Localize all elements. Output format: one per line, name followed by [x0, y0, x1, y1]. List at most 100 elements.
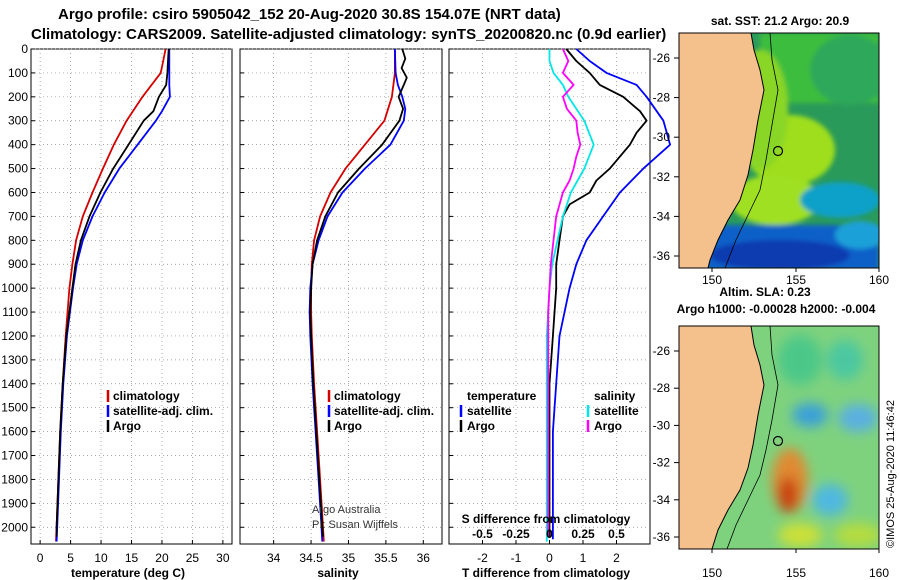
sla-high-3 [834, 523, 879, 547]
argo-float-marker [772, 145, 784, 157]
map-lon-label: 155 [786, 566, 806, 580]
secondary-x-tick-label: -0.25 [502, 527, 530, 541]
sst-map [679, 33, 879, 268]
series-layer [55, 48, 671, 542]
land-australia [679, 33, 764, 268]
temperature-xlabel: temperature (deg C) [71, 566, 185, 580]
map-lon-label: 160 [869, 273, 889, 287]
depth-tick-label: 200 [8, 90, 28, 104]
sst-patch [810, 35, 879, 105]
sla-low [792, 403, 828, 427]
depth-tick-label: 1800 [1, 472, 28, 486]
legend-title-salinity: salinity [594, 389, 636, 403]
axis-text-layer: 0100200300400500600700800900100011001200… [1, 42, 625, 565]
sla-low-3 [812, 484, 848, 516]
legend-label-climatology: climatology [334, 389, 401, 403]
sla-map-frame [678, 325, 880, 550]
isobath-contour [724, 33, 779, 268]
credit-annotation-line1: Argo Australia [312, 504, 381, 516]
x-tick-label: 0 [546, 551, 553, 565]
imos-credit: ©IMOS 25-Aug-2020 11:46:42 [885, 400, 897, 548]
sla-patch [778, 335, 822, 385]
x-tick-label: 1 [580, 551, 587, 565]
credit-annotation-line2: PI: Susan Wijffels [312, 519, 398, 531]
depth-tick-label: 300 [8, 114, 28, 128]
depth-tick-label: 1200 [1, 329, 28, 343]
x-tick-label: 5 [67, 551, 74, 565]
x-tick-label: 10 [94, 551, 108, 565]
x-tick-label: 34 [267, 551, 281, 565]
plot-title-line1: Argo profile: csiro 5905042_152 20-Aug-2… [58, 6, 561, 23]
depth-tick-label: 1100 [2, 305, 28, 319]
sla-map-title: Altim. SLA: 0.23 [719, 285, 811, 299]
secondary-x-tick-label: 0.25 [571, 527, 595, 541]
map-tick-layer: -26 -28 -30 -32 -34 -36 150 155 160 -26 -28 -30 -32 -… [653, 51, 890, 580]
x-tick-label: 25 [186, 551, 200, 565]
depth-tick-label: 1500 [1, 401, 28, 415]
series-line-climatology [310, 49, 396, 542]
sla-map-subtitle: Argo h1000: -0.00028 h2000: -0.004 [677, 302, 876, 316]
x-tick-label: 36 [417, 551, 431, 565]
map-lon-label: 150 [702, 566, 722, 580]
legend-label-argo: Argo [113, 419, 141, 433]
map-lon-label: 160 [869, 566, 889, 580]
x-tick-label: 30 [216, 551, 230, 565]
sst-cool-patch-2 [835, 221, 879, 249]
sst-patch-2 [730, 175, 820, 225]
map-lat-label: -28 [653, 91, 671, 105]
depth-tick-label: 600 [8, 185, 28, 199]
map-lat-label: -36 [653, 249, 671, 263]
depth-tick-label: 1400 [1, 377, 28, 391]
series-line-t-argo [548, 48, 648, 537]
series-line-argo [55, 48, 170, 537]
map-lat-label: -26 [653, 51, 671, 65]
depth-tick-label: 500 [8, 162, 28, 176]
depth-tick-label: 400 [8, 138, 28, 152]
depth-tick-label: 1700 [1, 449, 28, 463]
depth-tick-label: 1600 [1, 425, 28, 439]
sla-low-2 [838, 404, 878, 432]
sla-high-2 [778, 523, 822, 547]
depth-tick-label: 100 [8, 66, 28, 80]
legend-label-satellite: satellite-adj. clim. [334, 404, 434, 418]
legend-label-t-satellite: satellite [467, 404, 512, 418]
map-lat-label: -26 [653, 344, 671, 358]
x-tick-label: 2 [613, 551, 620, 565]
legend-label-satellite: satellite-adj. clim. [113, 404, 213, 418]
salinity-xlabel: salinity [317, 566, 359, 580]
depth-tick-label: 1000 [1, 281, 28, 295]
depth-tick-label: 1300 [1, 353, 28, 367]
map-lon-label: 150 [702, 273, 722, 287]
difference-xlabel: T difference from climatology [462, 566, 630, 580]
series-line-satellite-adj-clim- [308, 48, 407, 542]
x-tick-label: 35 [342, 551, 356, 565]
x-tick-label: 0 [37, 551, 44, 565]
series-line-argo [309, 48, 408, 537]
map-lat-label: -30 [653, 418, 671, 432]
x-tick-label: 34.5 [299, 551, 323, 565]
legend-label-s-argo: Argo [594, 419, 622, 433]
difference-secondary-xlabel: S difference from climatology [462, 512, 631, 526]
salinity-legend: climatology satellite-adj. clim. Argo [327, 389, 434, 433]
map-lat-label: -28 [653, 381, 671, 395]
series-line-t-satellite [552, 48, 671, 540]
legend-label-argo: Argo [334, 419, 362, 433]
x-tick-label: 35.5 [374, 551, 398, 565]
map-lat-label: -34 [653, 493, 671, 507]
legend-label-t-argo: Argo [467, 419, 495, 433]
series-line-s-argo [547, 48, 582, 537]
map-lat-label: -32 [653, 456, 671, 470]
legend-label-climatology: climatology [113, 389, 180, 403]
map-lat-label: -34 [653, 209, 671, 223]
x-tick-label: 20 [155, 551, 169, 565]
map-lat-label: -32 [653, 170, 671, 184]
sst-cold-core [710, 240, 850, 268]
secondary-x-tick-label: -0.5 [472, 527, 493, 541]
sla-patch-2 [827, 340, 863, 380]
grid-layer [31, 48, 650, 544]
sst-map-title: sat. SST: 21.2 Argo: 20.9 [711, 14, 850, 28]
difference-legend: temperature satellite Argo salinity sate… [459, 389, 639, 433]
isobath-contour [726, 326, 779, 549]
map-lon-label: 155 [786, 273, 806, 287]
